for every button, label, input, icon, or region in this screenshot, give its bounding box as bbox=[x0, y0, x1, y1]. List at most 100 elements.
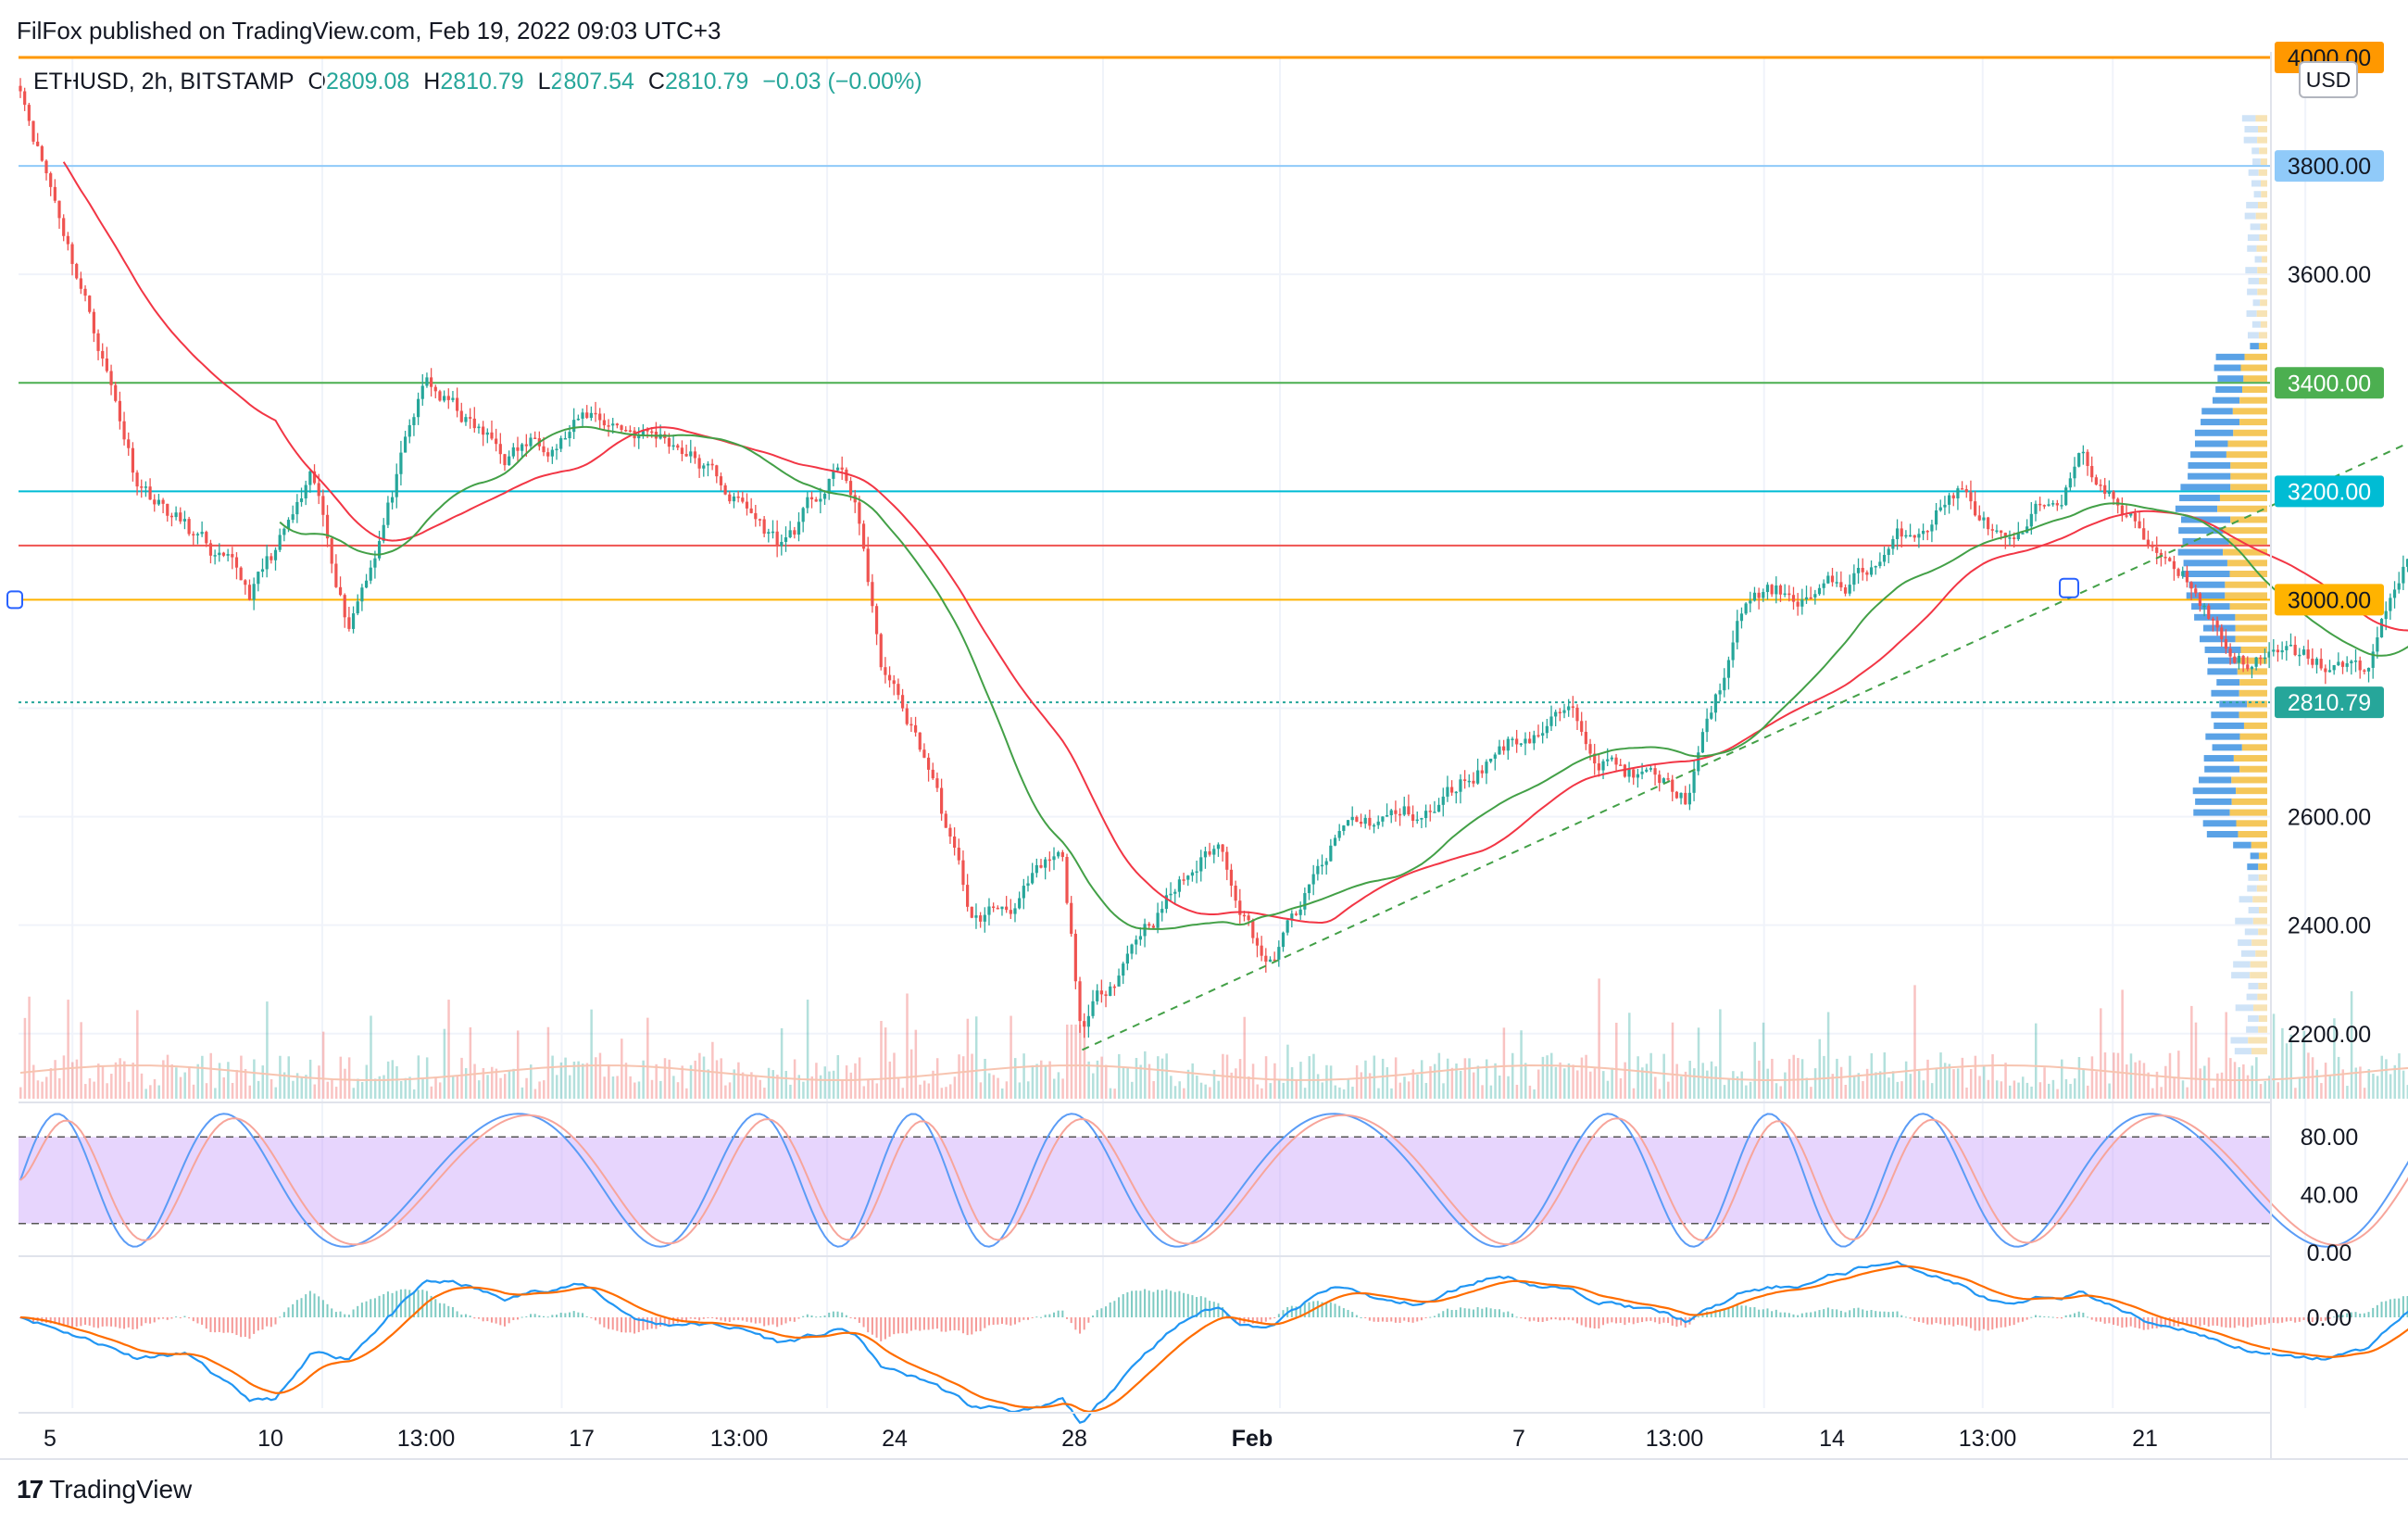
macd-histogram-bar bbox=[1939, 1317, 1942, 1325]
candle-body bbox=[174, 512, 178, 518]
macd-histogram-bar bbox=[2281, 1317, 2284, 1323]
macd-histogram-bar bbox=[1131, 1290, 1134, 1317]
volume-bar bbox=[1053, 1078, 1056, 1099]
currency-label[interactable]: USD bbox=[2299, 61, 2358, 98]
volume-profile-bar bbox=[2229, 809, 2267, 816]
volume-bar bbox=[1183, 1088, 1185, 1099]
volume-bar bbox=[2000, 1081, 2003, 1099]
macd-histogram-bar bbox=[1485, 1307, 1487, 1317]
volume-bar bbox=[2255, 1057, 2258, 1099]
macd-histogram-bar bbox=[430, 1295, 433, 1317]
volume-bar bbox=[1131, 1081, 1134, 1099]
macd-histogram-bar bbox=[1160, 1290, 1163, 1317]
volume-bar bbox=[192, 1084, 195, 1099]
macd-histogram-bar bbox=[1507, 1311, 1510, 1317]
candle-body bbox=[382, 524, 385, 542]
macd-histogram-bar bbox=[2121, 1317, 2124, 1328]
candle-body bbox=[1588, 744, 1592, 754]
volume-profile-bar bbox=[2250, 972, 2267, 979]
candle-body bbox=[1813, 594, 1817, 598]
candle-body bbox=[443, 396, 446, 401]
candle-body bbox=[1878, 561, 1882, 566]
volume-profile-bar bbox=[2258, 201, 2267, 208]
volume-bar bbox=[2315, 1069, 2318, 1099]
macd-histogram-bar bbox=[1753, 1307, 1756, 1317]
candle-body bbox=[2055, 503, 2059, 506]
macd-histogram-bar bbox=[1494, 1309, 1497, 1317]
volume-bar bbox=[434, 1076, 437, 1099]
candle-body bbox=[827, 478, 831, 494]
macd-histogram-bar bbox=[1982, 1317, 1985, 1329]
candle-body bbox=[2327, 670, 2332, 673]
legend-symbol[interactable]: ETHUSD, 2h, BITSTAMP bbox=[33, 69, 295, 94]
macd-histogram-bar bbox=[2074, 1313, 2076, 1317]
volume-bar bbox=[2225, 1012, 2227, 1099]
candle-body bbox=[1726, 660, 1731, 678]
volume-bar bbox=[378, 1076, 382, 1099]
volume-bar bbox=[759, 1079, 761, 1099]
candle-body bbox=[1277, 947, 1281, 960]
macd-histogram-bar bbox=[1559, 1317, 1561, 1321]
volume-profile-bar bbox=[2201, 419, 2240, 426]
candle-body bbox=[2397, 583, 2401, 590]
macd-histogram-bar bbox=[149, 1317, 152, 1324]
volume-bar bbox=[1217, 1080, 1220, 1099]
volume-bar bbox=[183, 1072, 186, 1099]
candle-body bbox=[1951, 495, 1955, 498]
volume-bar bbox=[490, 1066, 494, 1099]
volume-bar bbox=[948, 1084, 952, 1099]
candle-body bbox=[1096, 990, 1099, 1001]
candle-body bbox=[1346, 820, 1350, 826]
volume-bar bbox=[2164, 1065, 2167, 1099]
macd-histogram-bar bbox=[248, 1317, 251, 1340]
macd-histogram-bar bbox=[1900, 1315, 1903, 1317]
macd-histogram-bar bbox=[2298, 1317, 2301, 1322]
volume-bar bbox=[935, 1058, 939, 1099]
macd-histogram-bar bbox=[2160, 1317, 2163, 1328]
volume-bar bbox=[1066, 1025, 1069, 1099]
candle-body bbox=[957, 848, 960, 861]
candle-body bbox=[1363, 817, 1367, 824]
macd-histogram-bar bbox=[2013, 1317, 2015, 1326]
candle-body bbox=[1294, 913, 1298, 915]
candle-body bbox=[2151, 544, 2154, 548]
macd-histogram-bar bbox=[1269, 1317, 1272, 1320]
candle-body bbox=[1710, 712, 1713, 719]
candle-body bbox=[1251, 920, 1255, 938]
macd-histogram-bar bbox=[2372, 1307, 2375, 1317]
macd-histogram-bar bbox=[559, 1312, 562, 1317]
volume-bar bbox=[1740, 1071, 1743, 1099]
macd-histogram-bar bbox=[391, 1292, 394, 1317]
volume-bar bbox=[2203, 1065, 2206, 1099]
macd-histogram-bar bbox=[529, 1314, 532, 1317]
volume-bar bbox=[802, 1081, 805, 1099]
macd-histogram-bar bbox=[1394, 1317, 1397, 1323]
volume-bar bbox=[175, 1067, 178, 1099]
candle-body bbox=[2363, 670, 2366, 672]
macd-histogram-bar bbox=[1572, 1317, 1574, 1321]
macd-histogram-bar bbox=[862, 1317, 865, 1328]
macd-histogram-bar bbox=[884, 1317, 886, 1340]
volume-profile-bar bbox=[2245, 267, 2258, 274]
volume-profile-bar bbox=[2250, 961, 2267, 968]
volume-bar bbox=[979, 1082, 983, 1099]
macd-histogram-bar bbox=[849, 1317, 852, 1318]
macd-histogram-bar bbox=[1913, 1317, 1916, 1321]
candle-body bbox=[2202, 605, 2206, 608]
macd-histogram-bar bbox=[1589, 1317, 1592, 1328]
volume-bar bbox=[1122, 1067, 1125, 1099]
macd-histogram-bar bbox=[2264, 1317, 2266, 1325]
macd-histogram-bar bbox=[153, 1317, 156, 1323]
macd-histogram-bar bbox=[54, 1317, 56, 1325]
macd-histogram-bar bbox=[2181, 1317, 2184, 1325]
macd-histogram-bar bbox=[2367, 1312, 2370, 1317]
volume-bar bbox=[823, 1066, 827, 1099]
macd-histogram-bar bbox=[1896, 1311, 1899, 1317]
macd-histogram-bar bbox=[370, 1299, 372, 1317]
candle-body bbox=[2237, 655, 2241, 663]
volume-profile-bar bbox=[2255, 212, 2267, 220]
macd-histogram-bar bbox=[1775, 1309, 1777, 1317]
volume-profile-bar bbox=[2239, 689, 2267, 697]
volume-bar bbox=[1476, 1065, 1480, 1099]
